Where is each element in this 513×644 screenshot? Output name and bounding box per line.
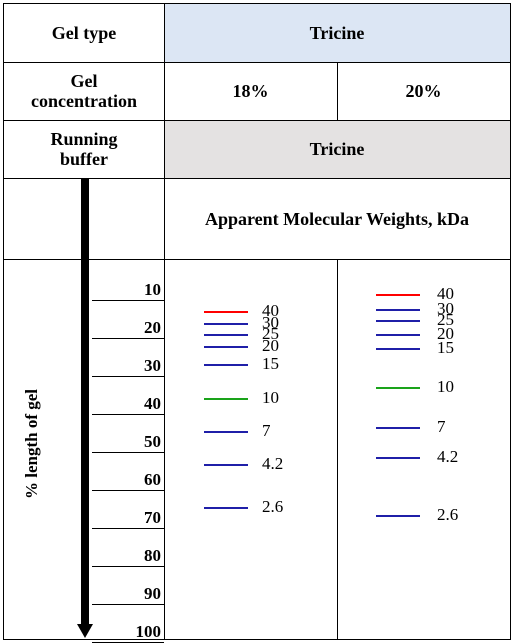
molecular-weights-title: Apparent Molecular Weights, kDa — [204, 208, 469, 229]
band-marker — [204, 464, 248, 467]
band-marker — [376, 387, 420, 390]
percent-tick-label: 30 — [144, 356, 161, 375]
band-mw-label: 4.2 — [437, 447, 459, 467]
percent-tick-line — [92, 528, 164, 529]
percent-tick-line — [92, 604, 164, 605]
percent-tick-line — [92, 376, 164, 377]
percent-tick-line — [92, 642, 164, 643]
band-marker — [204, 363, 248, 366]
gel-type-value-cell — [164, 4, 510, 62]
band-mw-label: 2.6 — [262, 496, 284, 516]
band-marker — [376, 334, 420, 337]
band-marker — [376, 319, 420, 322]
running-buffer-value-cell — [164, 120, 510, 178]
running-buffer-value: Tricine — [309, 139, 365, 159]
band-mw-label: 2.6 — [437, 504, 459, 524]
percent-tick-label: 70 — [144, 508, 161, 527]
percent-tick-line — [92, 490, 164, 491]
percent-tick-label: 90 — [144, 584, 161, 603]
band-marker — [204, 506, 248, 509]
percent-tick-label: 50 — [144, 432, 161, 451]
band-mw-label: 10 — [262, 388, 279, 408]
band-marker — [204, 398, 248, 401]
band-mw-label: 7 — [437, 417, 446, 437]
percent-tick-label: 40 — [144, 394, 161, 413]
percent-tick-line — [92, 452, 164, 453]
percent-tick-label: 20 — [144, 318, 161, 337]
band-mw-label: 20 — [262, 336, 279, 356]
concentration-20-label: 20% — [405, 81, 442, 101]
band-marker — [204, 430, 248, 433]
band-marker — [376, 294, 420, 297]
band-mw-label: 15 — [437, 337, 454, 357]
gel-type-label: Gel type — [51, 23, 117, 43]
band-marker — [376, 347, 420, 350]
band-marker — [376, 427, 420, 430]
band-mw-label: 4.2 — [262, 454, 284, 474]
band-mw-label: 40 — [437, 284, 454, 304]
gel-chart-table: Gel type Tricine Gel concentration 18% 2… — [3, 3, 511, 643]
band-marker — [204, 311, 248, 314]
band-marker — [204, 334, 248, 337]
band-mw-label: 20 — [437, 324, 454, 344]
gel-type-value: Tricine — [309, 23, 365, 43]
percent-tick-label: 80 — [144, 546, 161, 565]
running-buffer-label: Running buffer — [50, 129, 118, 169]
band-mw-label: 30 — [262, 312, 279, 332]
band-marker — [376, 457, 420, 460]
band-mw-label: 7 — [262, 420, 271, 440]
band-mw-label: 25 — [437, 309, 454, 329]
band-marker — [376, 308, 420, 311]
percent-tick-line — [92, 300, 164, 301]
percent-tick-line — [92, 338, 164, 339]
band-mw-label: 30 — [437, 298, 454, 318]
percent-tick-label: 60 — [144, 470, 161, 489]
band-mw-label: 15 — [262, 353, 279, 373]
band-mw-label: 40 — [262, 301, 279, 321]
gel-concentration-label: Gel concentration — [31, 71, 137, 111]
band-marker — [204, 322, 248, 325]
percent-tick-label: 10 — [144, 280, 161, 299]
percent-tick-label: 100 — [135, 622, 162, 641]
band-marker — [204, 346, 248, 349]
concentration-18-label: 18% — [232, 81, 269, 101]
band-mw-label: 25 — [262, 324, 279, 344]
band-marker — [376, 514, 420, 517]
percent-tick-line — [92, 566, 164, 567]
band-mw-label: 10 — [437, 377, 454, 397]
gel-direction-arrow — [77, 178, 93, 638]
percent-tick-line — [92, 414, 164, 415]
